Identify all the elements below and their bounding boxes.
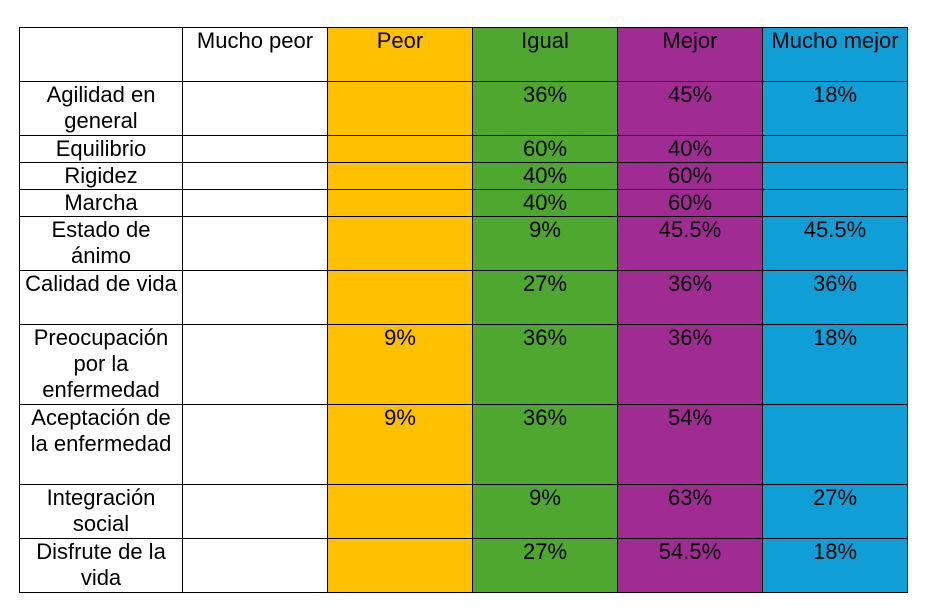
results-table: Mucho peor Peor Igual Mejor Mucho mejor … (19, 27, 908, 593)
value-cell: 54% (617, 404, 763, 485)
table-header-row: Mucho peor Peor Igual Mejor Mucho mejor (19, 27, 908, 82)
row-label: Disfrute de la vida (19, 538, 183, 593)
value-cell: 9% (472, 216, 618, 271)
value-cell (762, 135, 908, 163)
value-cell (762, 189, 908, 217)
row-label: Agilidad en general (19, 81, 183, 136)
value-cell (327, 216, 473, 271)
value-cell (182, 324, 328, 405)
value-cell (327, 484, 473, 539)
table-row: Integración social 9% 63% 27% (19, 484, 908, 539)
table-row: Marcha 40% 60% (19, 189, 908, 217)
row-label: Rigidez (19, 162, 183, 190)
row-label: Integración social (19, 484, 183, 539)
value-cell: 40% (617, 135, 763, 163)
value-cell: 60% (472, 135, 618, 163)
value-cell: 45.5% (762, 216, 908, 271)
header-cell-mucho-peor: Mucho peor (182, 27, 328, 82)
value-cell (182, 404, 328, 485)
value-cell: 54.5% (617, 538, 763, 593)
row-label: Estado de ánimo (19, 216, 183, 271)
value-cell: 36% (472, 404, 618, 485)
value-cell (182, 189, 328, 217)
value-cell: 60% (617, 189, 763, 217)
row-label: Calidad de vida (19, 270, 183, 325)
value-cell (327, 538, 473, 593)
value-cell: 40% (472, 189, 618, 217)
value-cell: 45% (617, 81, 763, 136)
row-label: Marcha (19, 189, 183, 217)
row-label: Equilibrio (19, 135, 183, 163)
table-row: Disfrute de la vida 27% 54.5% 18% (19, 538, 908, 593)
value-cell (327, 189, 473, 217)
value-cell: 36% (472, 81, 618, 136)
value-cell (762, 404, 908, 485)
value-cell (182, 484, 328, 539)
value-cell: 63% (617, 484, 763, 539)
value-cell: 9% (327, 324, 473, 405)
row-label: Aceptación de la enfermedad (19, 404, 183, 485)
value-cell: 18% (762, 81, 908, 136)
table-body: Mucho peor Peor Igual Mejor Mucho mejor … (19, 27, 908, 593)
value-cell (327, 81, 473, 136)
value-cell: 60% (617, 162, 763, 190)
value-cell: 27% (762, 484, 908, 539)
value-cell: 27% (472, 270, 618, 325)
value-cell: 9% (472, 484, 618, 539)
table-row: Agilidad en general 36% 45% 18% (19, 81, 908, 136)
value-cell (182, 538, 328, 593)
value-cell (182, 162, 328, 190)
value-cell (762, 162, 908, 190)
header-cell-mucho-mejor: Mucho mejor (762, 27, 908, 82)
value-cell: 36% (617, 324, 763, 405)
row-label: Preocupación por la enfermedad (19, 324, 183, 405)
value-cell: 36% (472, 324, 618, 405)
value-cell (327, 162, 473, 190)
value-cell (327, 270, 473, 325)
value-cell: 36% (617, 270, 763, 325)
value-cell (327, 135, 473, 163)
header-cell-igual: Igual (472, 27, 618, 82)
table-row: Estado de ánimo 9% 45.5% 45.5% (19, 216, 908, 271)
table-row: Calidad de vida 27% 36% 36% (19, 270, 908, 325)
value-cell: 9% (327, 404, 473, 485)
value-cell: 45.5% (617, 216, 763, 271)
table-row: Aceptación de la enfermedad 9% 36% 54% (19, 404, 908, 485)
header-cell-peor: Peor (327, 27, 473, 82)
value-cell (182, 270, 328, 325)
value-cell: 36% (762, 270, 908, 325)
table-row: Preocupación por la enfermedad 9% 36% 36% 18… (19, 324, 908, 405)
table-row: Equilibrio 60% 40% (19, 135, 908, 163)
value-cell (182, 81, 328, 136)
value-cell (182, 216, 328, 271)
header-cell-empty (19, 27, 183, 82)
value-cell: 18% (762, 324, 908, 405)
value-cell (182, 135, 328, 163)
value-cell: 27% (472, 538, 618, 593)
value-cell: 18% (762, 538, 908, 593)
header-cell-mejor: Mejor (617, 27, 763, 82)
table-row: Rigidez 40% 60% (19, 162, 908, 190)
value-cell: 40% (472, 162, 618, 190)
